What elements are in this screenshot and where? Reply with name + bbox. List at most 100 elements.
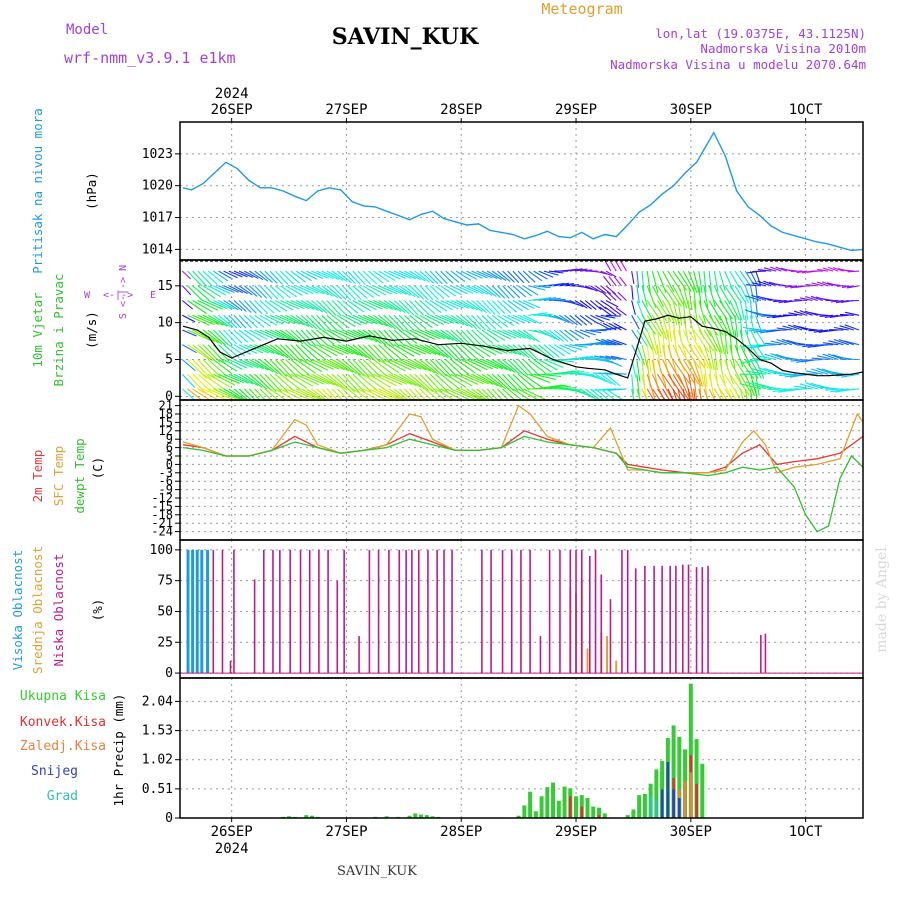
wind-speed-line-point: [183, 326, 184, 327]
wind-speed-line-point: [816, 375, 817, 376]
wind-arrow: [709, 374, 715, 401]
precip-total-bar: [637, 795, 641, 818]
dewpt-line-point: [294, 441, 295, 442]
pressure-line-point: [478, 223, 479, 224]
pressure-line-point: [839, 247, 840, 248]
cloud-low-bar: [343, 550, 345, 673]
wind-arrow: [606, 301, 618, 307]
wind-arrow: [255, 374, 272, 390]
precip-snow-bar: [667, 762, 670, 818]
cloud-low-bar: [279, 550, 281, 673]
wind-arrow: [213, 301, 231, 309]
wind-title-line2: Brzina i Pravac: [51, 274, 66, 387]
product-title: Meteogram: [541, 0, 622, 18]
cloud-low-bar: [520, 550, 522, 673]
bottom-date-label: 27SEP: [325, 824, 367, 840]
dewpt-line-point: [547, 441, 548, 442]
cloud-low-bar: [575, 550, 577, 673]
wind-arrow: [182, 301, 192, 310]
compass-e: E: [150, 290, 156, 301]
wind-arrow: [404, 389, 422, 408]
wind-arrow: [735, 389, 745, 414]
pressure-line-point: [237, 168, 238, 169]
t2m-line-point: [725, 467, 726, 468]
wind-arrow: [714, 271, 718, 292]
tsfc-line-point: [306, 425, 307, 426]
cloud-high-bar: [187, 550, 190, 673]
cloud-low-bar: [653, 566, 655, 673]
y-tick-label: 15: [157, 279, 173, 294]
wind-arrow: [539, 330, 556, 339]
model-elevation-text: Nadmorska Visina u modelu 2070.64m: [610, 57, 866, 72]
wind-arrow: [435, 271, 447, 284]
wind-arrow: [751, 286, 755, 303]
pressure-line-point: [512, 234, 513, 235]
wind-arrow: [575, 315, 587, 325]
cloud-low-bar: [569, 550, 571, 673]
wind-speed-line-point: [748, 348, 749, 349]
cloud-low-bar: [378, 550, 380, 673]
dewpt-line-point: [662, 472, 663, 473]
top-date-label: 27SEP: [325, 102, 367, 118]
cloud-low-bar: [411, 550, 413, 673]
wind-arrow: [508, 286, 520, 298]
bottom-date-label: 26SEP: [211, 824, 253, 840]
precip-graupel-bar: [655, 801, 658, 818]
y-tick-label: 1014: [142, 242, 173, 257]
wind-arrow: [265, 360, 282, 376]
wind-arrow: [513, 286, 526, 297]
wind-speed-line-point: [277, 338, 278, 339]
cloud-low-bar: [760, 635, 762, 673]
wind-arrow: [611, 307, 622, 315]
wind-arrow: [720, 360, 726, 386]
cloud-low-bar: [388, 550, 390, 673]
cloud-low-bar: [443, 550, 445, 673]
pressure-line-point: [535, 235, 536, 236]
dewpt-line-point: [742, 467, 743, 468]
precip-total-bar: [631, 809, 635, 818]
compass-w: W: [84, 290, 91, 301]
cloud-low-bar: [502, 550, 504, 673]
tsfc-line-point: [839, 458, 840, 459]
tsfc-line-point: [610, 427, 611, 428]
pressure-line-point: [386, 211, 387, 212]
pressure-line-point: [794, 235, 795, 236]
precip-total-bar: [540, 796, 544, 818]
pressure-title: Pritisak na nivou mora: [30, 108, 45, 274]
model-value: wrf-nmm_v3.9.1 e1km: [64, 49, 236, 67]
pressure-line-point: [443, 218, 444, 219]
t2m-line-point: [759, 444, 760, 445]
pressure-line-point: [329, 187, 330, 188]
wind-speed-line-point: [507, 350, 508, 351]
cloud-low-bar: [669, 566, 671, 673]
wind-speed-line-point: [392, 340, 393, 341]
cloud-low-bar: [621, 550, 623, 673]
precip-conv-bar: [580, 807, 583, 818]
precip-total-bar: [557, 801, 561, 818]
tsfc-line-point: [753, 430, 754, 431]
wind-arrow: [280, 345, 297, 361]
tsfc-line-point: [742, 441, 743, 442]
pressure-line-point: [828, 243, 829, 244]
pressure-line-point: [214, 172, 215, 173]
t2m-line-point: [183, 444, 184, 445]
tsfc-line-point: [794, 467, 795, 468]
cloud-title-low: Niska Oblacnost: [51, 554, 66, 667]
wind-arrow: [768, 300, 782, 301]
y-tick-label: 100: [150, 543, 173, 558]
cloud-mid-bar: [587, 648, 589, 673]
dewpt-line-point: [684, 472, 685, 473]
t2m-line-point: [547, 439, 548, 440]
dewpt-line-point: [816, 531, 817, 532]
wind-arrow: [774, 373, 792, 374]
tsfc-line-point: [547, 436, 548, 437]
wind-arrow: [358, 271, 371, 284]
cloud-low-bar: [481, 550, 483, 673]
dewpt-line-point: [627, 467, 628, 468]
wind-arrow: [704, 389, 714, 416]
wind-speed-line-point: [616, 374, 617, 375]
pressure-line-point: [616, 236, 617, 237]
wind-arrow: [709, 286, 715, 307]
temp-title-2m: 2m Temp: [30, 450, 45, 503]
pressure-line-point: [759, 215, 760, 216]
